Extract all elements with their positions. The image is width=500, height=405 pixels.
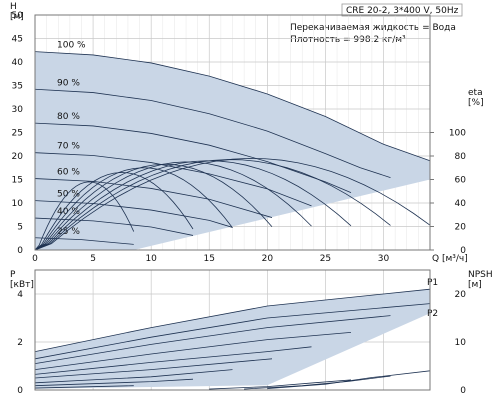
y-tick-label: 20 [12,152,24,162]
speed-curve-label: 90 % [57,78,80,88]
y-tick-label: 4 [17,290,23,300]
head-chart: 0 5 10 15 20 25 30 0 5 10 15 20 25 30 35 40 45 50 0 20 40 60 8… [10,2,484,264]
x-tick-label: 20 [262,254,274,264]
speed-curve-label: 40 % [57,207,80,217]
y-axis-title: P [10,270,16,280]
power-curve [34,358,273,379]
y-tick-label: 40 [12,58,24,68]
power-curve [34,332,352,370]
speed-curve-label: 70 % [57,142,80,152]
speed-curve-label: 100 % [57,41,86,51]
density-label: Плотность = 998.2 кг/м³ [290,35,406,45]
head-curve [34,217,194,236]
speed-curve-label: 25 % [57,227,80,237]
y-axis-title: [м] [10,12,24,22]
y2-tick-label: 20 [455,290,467,300]
y-tick-label: 50 [12,11,24,21]
y2-tick-label: 60 [455,176,467,186]
speed-curve-label: 80 % [57,112,80,122]
npsh-curve [209,379,352,390]
y-tick-label: 2 [17,338,23,348]
y-tick-label: 5 [17,223,23,233]
efficiency-curve [34,159,391,251]
y2-tick-label: 80 [455,152,467,162]
x-axis-title: Q [м³/ч] [432,254,468,264]
y-tick-label: 10 [12,199,24,209]
y-tick-label: 0 [17,386,23,396]
liquid-label: Перекачиваемая жидкость = Вода [290,23,456,33]
y-tick-label: 45 [12,35,23,45]
x-tick-label: 25 [320,254,331,264]
speed-curve-label: 50 % [57,190,80,200]
power-curve [34,378,194,387]
head-curve [34,152,312,207]
model-title: CRE 20-2, 3*400 V, 50Hz [346,6,459,16]
power-curve [34,369,233,384]
y2-tick-label: 10 [455,338,467,348]
head-curve [34,51,431,162]
power-curve [34,303,431,360]
efficiency-curve [34,160,352,251]
power-curve [34,385,134,389]
npsh-curve [244,375,391,390]
power-curve [34,315,391,364]
x-tick-label: 10 [145,254,157,264]
speed-curve-label: 60 % [57,168,80,178]
head-curve [34,88,391,179]
y2-tick-label: 40 [455,199,467,209]
power-curve [34,346,312,375]
y2-tick-label: 20 [455,223,467,233]
efficiency-curve [34,163,273,251]
y2-tick-label: 0 [460,246,466,256]
efficiency-curve [34,167,233,251]
x-tick-label: 15 [204,254,215,264]
y-tick-label: 15 [12,176,23,186]
power-plot-frame [34,269,431,391]
head-curve [34,237,134,245]
head-plot-frame [34,14,431,251]
operating-range-area [35,51,430,250]
x-tick-label: 30 [378,254,390,264]
header-box [341,3,463,17]
y2-tick-label: 100 [449,129,466,139]
head-curve [34,122,352,194]
efficiency-curve [34,172,194,251]
p1-label: P1 [427,278,438,288]
efficiency-curve [34,161,312,251]
x-tick-label: 0 [32,254,38,264]
efficiency-curve [34,157,431,251]
p2-label: P2 [427,309,438,319]
power-chart: 0 2 4 0 10 20 P1 P2 P[кВт] NPSH[м] [10,269,493,396]
y2-axis-title: [м] [468,280,482,290]
y-axis-title: [кВт] [10,280,34,290]
x-tick-label: 5 [90,254,96,264]
y-axis-title: H [10,2,17,12]
y-tick-label: 30 [12,105,24,115]
y2-axis-title: NPSH [468,270,493,280]
y-tick-label: 25 [12,129,23,139]
y2-tick-label: 0 [460,386,466,396]
y2-axis-title: eta [468,88,483,98]
y-tick-label: 0 [17,246,23,256]
efficiency-curve [34,181,135,251]
head-curve [34,178,273,218]
power-curve [34,288,431,352]
y2-axis-title: [%] [468,98,484,108]
y-tick-label: 35 [12,82,23,92]
head-curve [34,200,233,228]
